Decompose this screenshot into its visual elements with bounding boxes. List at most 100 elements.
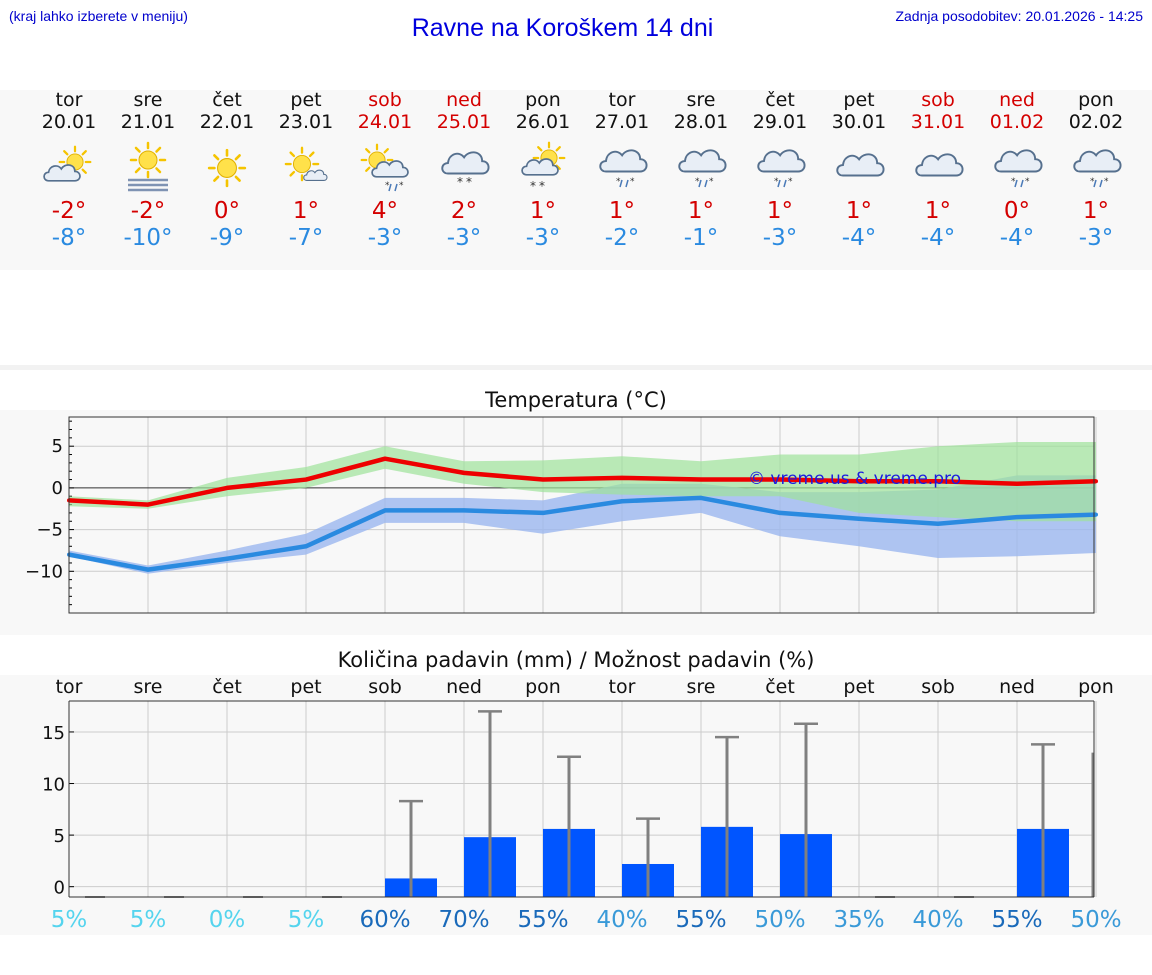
- min-temp-point: [541, 510, 545, 515]
- precip-probability: 50%: [754, 907, 805, 933]
- divider: [0, 365, 1152, 370]
- day-date: 31.01: [910, 111, 966, 133]
- cloud-sleet-icon: [757, 149, 806, 188]
- day-date: 20.01: [41, 111, 97, 133]
- temp-max: 1°: [687, 198, 715, 224]
- day-column: sre 21.01 -2° -10°: [109, 89, 188, 252]
- max-temp-point: [620, 475, 624, 480]
- min-temp-point: [936, 521, 940, 526]
- temp-max: -2°: [130, 198, 166, 224]
- precip-chart-title: Količina padavin (mm) / Možnost padavin …: [337, 648, 815, 672]
- day-name: pon: [525, 89, 561, 111]
- category-label: čet: [765, 676, 795, 698]
- cloud-sleet-icon: [678, 149, 727, 188]
- temp-max: 1°: [292, 198, 320, 224]
- cloud-sleet-icon: [1073, 149, 1122, 188]
- precip-probability: 35%: [833, 907, 884, 933]
- y-tick-label: 15: [42, 723, 65, 744]
- category-label: sre: [134, 676, 163, 698]
- precip-probability: 55%: [675, 907, 726, 933]
- day-column: sre 28.01 1° -1°: [662, 89, 741, 252]
- day-name: sob: [921, 89, 955, 111]
- temp-max: 1°: [529, 198, 557, 224]
- category-label: ned: [999, 676, 1035, 698]
- temp-min: -3°: [1078, 225, 1114, 251]
- day-name: čet: [212, 89, 242, 111]
- day-column: pet 23.01 1° -7°: [267, 89, 346, 252]
- max-temp-point: [304, 477, 308, 482]
- temp-max: 4°: [371, 198, 399, 224]
- max-temp-point: [936, 479, 940, 484]
- precip-probability: 50%: [1070, 907, 1121, 933]
- watermark: © vreme.us & vreme.pro: [748, 469, 961, 489]
- precip-probability: 5%: [130, 907, 167, 933]
- precip-probability: 55%: [517, 907, 568, 933]
- max-temp-point: [778, 477, 782, 482]
- day-name: sob: [368, 89, 402, 111]
- sun-cloud-icon: [43, 145, 92, 182]
- temp-min: -3°: [762, 225, 798, 251]
- temp-min: -3°: [525, 225, 561, 251]
- category-label: ned: [446, 676, 482, 698]
- min-temp-point: [304, 544, 308, 549]
- min-temp-point: [225, 556, 229, 561]
- temp-max: -2°: [51, 198, 87, 224]
- temp-max: 1°: [766, 198, 794, 224]
- precip-probability: 5%: [288, 907, 325, 933]
- max-temp-line: [68, 456, 1097, 507]
- category-label: tor: [56, 676, 83, 698]
- temp-max: 1°: [924, 198, 952, 224]
- max-temp-point: [699, 477, 703, 482]
- max-temp-point: [1015, 481, 1019, 486]
- precip-chart: tor sre čet pet sob ned pon tor sre čet pet sob ned p…: [42, 676, 1121, 933]
- temp-min: -3°: [446, 225, 482, 251]
- category-label: tor: [609, 676, 636, 698]
- y-tick-label: 0: [52, 478, 63, 499]
- day-name: tor: [55, 89, 83, 111]
- y-tick-label: 0: [54, 878, 65, 899]
- day-date: 23.01: [278, 111, 334, 133]
- day-date: 27.01: [594, 111, 650, 133]
- precip-probability: 60%: [359, 907, 410, 933]
- temperature-chart: 5 0 −5 −10 © vreme.us & vreme.pro: [25, 416, 1098, 614]
- day-column: pon 26.01 1° -3°: [504, 89, 583, 252]
- cloud-sleet-icon: [599, 149, 648, 188]
- day-column: tor 20.01 -2° -8°: [30, 89, 109, 252]
- sun-small-cloud-icon: [284, 146, 328, 182]
- max-temp-point: [225, 485, 229, 490]
- day-name: tor: [608, 89, 636, 111]
- temperature-chart-title: Temperatura (°C): [485, 388, 667, 412]
- min-temp-point: [778, 510, 782, 515]
- category-label: pet: [290, 676, 321, 698]
- location-menu-link[interactable]: (kraj lahko izberete v meniju): [9, 8, 188, 24]
- cloud-icon: [836, 153, 885, 177]
- temp-min: -8°: [51, 225, 87, 251]
- temp-max: 1°: [845, 198, 873, 224]
- day-column: sob 24.01 4° -3°: [346, 89, 425, 252]
- temp-max: 2°: [450, 198, 478, 224]
- max-temp-point: [383, 456, 387, 461]
- sun-fog-icon: [128, 141, 168, 192]
- sun-cloud-sleet-icon: [360, 143, 409, 192]
- y-tick-label: 10: [42, 775, 65, 796]
- min-temp-point: [383, 508, 387, 513]
- max-temp-point: [541, 477, 545, 482]
- min-temp-point: [1015, 515, 1019, 520]
- temp-max: 1°: [608, 198, 636, 224]
- plot-frame: [68, 416, 1095, 614]
- day-date: 28.01: [673, 111, 729, 133]
- min-temp-point: [146, 567, 150, 572]
- day-column: tor 27.01 1° -2°: [583, 89, 662, 252]
- category-label: sob: [921, 676, 955, 698]
- day-column: sob 31.01 1° -4°: [899, 89, 978, 252]
- day-name: čet: [765, 89, 795, 111]
- precip-probability: 70%: [438, 907, 489, 933]
- min-temp-point: [462, 508, 466, 513]
- temp-min: -3°: [367, 225, 403, 251]
- day-name: ned: [999, 89, 1035, 111]
- temp-min: -4°: [841, 225, 877, 251]
- precip-probability: 55%: [991, 907, 1042, 933]
- temp-max: 0°: [213, 198, 241, 224]
- max-temp-point: [1094, 479, 1098, 484]
- category-label: pon: [1078, 676, 1114, 698]
